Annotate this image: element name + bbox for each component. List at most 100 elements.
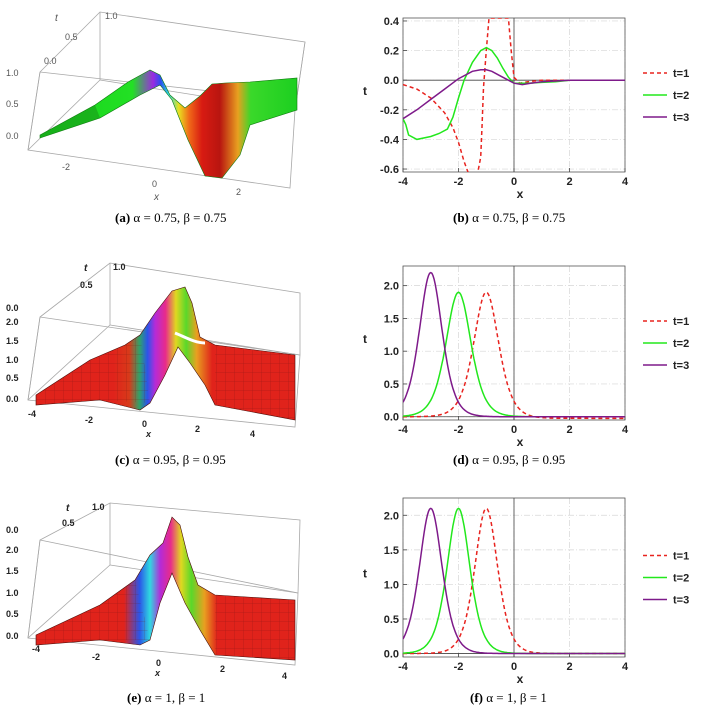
- x-axis-label: x: [154, 668, 161, 678]
- y-tick-label: 0.5: [384, 614, 399, 626]
- y-tick-label: 0.0: [384, 75, 399, 87]
- x-tick-label: -2: [454, 424, 464, 436]
- t-axis-label: t: [66, 503, 70, 514]
- z-tick-5: 0.0: [6, 631, 19, 641]
- series-line-t1: [403, 291, 625, 420]
- x-axis-label: x: [153, 192, 160, 200]
- z-tick-5: 0.0: [6, 394, 19, 404]
- x-tick-label: -2: [454, 176, 464, 188]
- y-tick-label: 0.2: [384, 46, 399, 58]
- x-tick-4: 2: [220, 664, 225, 674]
- legend-label: t=3: [673, 112, 689, 124]
- line-chart-f: -4 -2 0 2 4 0.0 0.5 1.0 1.5 2.0 x t t=1 t=2 t=3: [363, 497, 689, 685]
- z-tick-3: 0.0: [6, 131, 19, 141]
- t-tick-bottom: 0.0: [6, 303, 19, 313]
- z-tick-1: 2.0: [6, 545, 19, 555]
- surface-plot-e: 1.0 0.5 0.0 t 2.0 1.5 1.0 0.5 0.0 -4 -2 …: [6, 502, 301, 681]
- t-tick-bottom: 0.0: [44, 56, 57, 66]
- x-tick-label: 2: [566, 424, 572, 436]
- t-tick-bottom: 0.0: [6, 525, 19, 535]
- y-tick-label: 2.0: [384, 281, 399, 293]
- series-line-t3: [403, 69, 625, 120]
- y-tick-label: 1.5: [384, 545, 399, 557]
- y-axis-label: t: [363, 567, 367, 581]
- y-axis-label: t: [363, 84, 367, 98]
- t-axis-label: t: [55, 13, 59, 24]
- x-axis-label: x: [517, 435, 524, 448]
- x-tick-3: 0: [142, 419, 147, 429]
- t-tick-top: 1.0: [113, 262, 126, 272]
- y-tick-label: 0.5: [384, 379, 399, 391]
- y-tick-label: 0.0: [384, 412, 399, 424]
- x-tick-3: 2: [236, 187, 241, 197]
- x-tick-4: 2: [195, 424, 200, 434]
- caption-b: (b) α = 0.75, β = 0.75: [453, 210, 566, 225]
- y-tick-label: 1.5: [384, 313, 399, 325]
- y-tick-label: -0.2: [380, 105, 399, 117]
- legend-label: t=2: [673, 90, 689, 102]
- z-tick-4: 0.5: [6, 609, 19, 619]
- surface-plot-c: 1.0 0.5 0.0 t 2.0 1.5 1.0 0.5 0.0 -4 -2 …: [6, 262, 301, 439]
- caption-e: (e) α = 1, β = 1: [127, 690, 206, 705]
- x-tick-label: 4: [622, 661, 629, 673]
- z-tick-3: 1.0: [6, 588, 19, 598]
- legend-label: t=1: [673, 316, 689, 328]
- x-tick-3: 0: [156, 658, 161, 668]
- x-tick-1: -4: [28, 409, 36, 419]
- x-tick-label: 0: [511, 424, 517, 436]
- surface-mesh: [39, 69, 298, 179]
- x-tick-2: -2: [92, 652, 100, 662]
- legend-label: t=2: [673, 573, 689, 585]
- legend-label: t=1: [673, 68, 689, 80]
- y-axis-label: t: [363, 332, 367, 346]
- z-tick-2: 0.5: [6, 99, 19, 109]
- series-line-t3: [403, 507, 625, 655]
- x-tick-label: -4: [398, 176, 409, 188]
- line-chart-d: -4 -2 0 2 4 0.0 0.5 1.0 1.5 2.0 x t t=1 t=2 t=3: [363, 265, 689, 448]
- caption-f: (f) α = 1, β = 1: [470, 690, 547, 705]
- z-tick-2: 1.5: [6, 566, 19, 576]
- x-tick-1: -4: [32, 644, 40, 654]
- z-tick-3: 1.0: [6, 355, 19, 365]
- caption-a: (a) α = 0.75, β = 0.75: [115, 210, 227, 225]
- x-axis-label: x: [517, 672, 524, 685]
- x-tick-label: -2: [454, 661, 464, 673]
- x-tick-5: 4: [250, 429, 255, 439]
- x-tick-1: -2: [62, 162, 70, 172]
- z-tick-1: 2.0: [6, 317, 19, 327]
- y-tick-label: 1.0: [384, 346, 399, 358]
- x-tick-5: 4: [282, 671, 287, 681]
- z-tick-4: 0.5: [6, 373, 19, 383]
- x-tick-label: 4: [622, 424, 629, 436]
- series-line-t3: [403, 271, 625, 418]
- x-tick-label: -4: [398, 661, 409, 673]
- series-line-t1: [403, 18, 625, 172]
- y-tick-label: -0.6: [380, 164, 399, 176]
- x-tick-label: -4: [398, 424, 409, 436]
- caption-c: (c) α = 0.95, β = 0.95: [115, 452, 226, 467]
- z-tick-1: 1.0: [6, 68, 19, 78]
- caption-d: (d) α = 0.95, β = 0.95: [453, 452, 566, 467]
- x-tick-label: 4: [622, 176, 629, 188]
- legend-label: t=3: [673, 360, 689, 372]
- y-tick-label: 2.0: [384, 510, 399, 522]
- legend-label: t=1: [673, 551, 689, 563]
- y-tick-label: 0.4: [384, 16, 400, 28]
- t-tick-top: 1.0: [105, 11, 118, 21]
- t-tick-top: 1.0: [92, 502, 105, 512]
- t-tick-mid: 0.5: [62, 518, 75, 528]
- legend-label: t=2: [673, 338, 689, 350]
- y-tick-label: 0.0: [384, 649, 399, 661]
- line-chart-b: -4 -2 0 2 4 -0.6 -0.4 -0.2 0.0 0.2 0.4 x t t=1 t=2 t=3: [363, 16, 689, 200]
- surface-plot-a: 1.0 0.5 0.0 t 1.0 0.5 0.0 -2 0 2 x: [6, 11, 306, 200]
- t-tick-mid: 0.5: [80, 280, 93, 290]
- t-tick-mid: 0.5: [65, 32, 78, 42]
- t-axis-label: t: [84, 263, 88, 274]
- x-axis-label: x: [517, 187, 524, 200]
- x-tick-2: -2: [85, 415, 93, 425]
- x-axis-label: x: [145, 429, 152, 439]
- x-tick-label: 2: [566, 176, 572, 188]
- y-tick-label: 1.0: [384, 579, 399, 591]
- x-tick-label: 0: [511, 661, 517, 673]
- legend-label: t=3: [673, 595, 689, 607]
